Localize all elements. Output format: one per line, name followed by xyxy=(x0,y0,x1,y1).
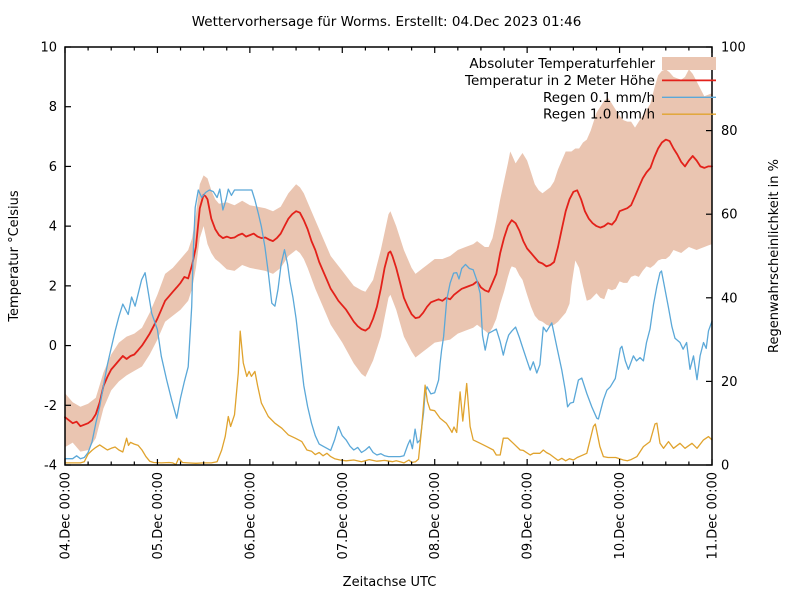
y-right-tick-label: 80 xyxy=(721,124,738,139)
y-left-tick-label: -2 xyxy=(44,399,57,414)
y-right-tick-label: 0 xyxy=(721,459,729,474)
rain-1-0-line xyxy=(64,330,713,466)
temperature-error-band xyxy=(65,69,712,452)
y-left-tick-label: 10 xyxy=(40,41,57,56)
legend-label: Regen 1.0 mm/h xyxy=(543,107,655,123)
y-right-axis-label: Regenwahrscheinlichkeit in % xyxy=(767,159,782,353)
x-tick-label: 09.Dec 00:00 xyxy=(521,472,536,559)
legend-label: Temperatur in 2 Meter Höhe xyxy=(464,73,655,89)
x-tick-label: 05.Dec 00:00 xyxy=(151,472,166,559)
x-tick-label: 04.Dec 00:00 xyxy=(59,472,74,559)
y-left-tick-label: 4 xyxy=(49,220,57,235)
x-tick-label: 11.Dec 00:00 xyxy=(706,472,721,559)
y-left-axis-label: Temperatur °Celsius xyxy=(7,190,22,323)
y-right-tick-label: 60 xyxy=(721,208,738,223)
x-tick-label: 10.Dec 00:00 xyxy=(613,472,628,559)
y-right-tick-label: 100 xyxy=(721,41,746,56)
y-right-tick-label: 40 xyxy=(721,291,738,306)
x-axis-label: Zeitachse UTC xyxy=(343,575,437,590)
y-left-tick-label: 0 xyxy=(49,339,57,354)
legend-label: Absoluter Temperaturfehler xyxy=(469,56,655,72)
legend-label: Regen 0.1 mm/h xyxy=(543,90,655,106)
legend-band-swatch xyxy=(662,57,716,70)
x-tick-label: 06.Dec 00:00 xyxy=(243,472,258,559)
x-tick-label: 07.Dec 00:00 xyxy=(336,472,351,559)
x-tick-label: 08.Dec 00:00 xyxy=(428,472,443,559)
chart-title: Wettervorhersage für Worms. Erstellt: 04… xyxy=(192,14,582,30)
y-left-tick-label: 8 xyxy=(49,100,57,115)
y-left-tick-label: 2 xyxy=(49,279,57,294)
y-right-tick-label: 20 xyxy=(721,375,738,390)
y-left-tick-label: 6 xyxy=(49,160,57,175)
temperature-line xyxy=(64,138,713,428)
rain-0-1-line xyxy=(64,188,713,460)
y-left-tick-label: -4 xyxy=(44,459,57,474)
